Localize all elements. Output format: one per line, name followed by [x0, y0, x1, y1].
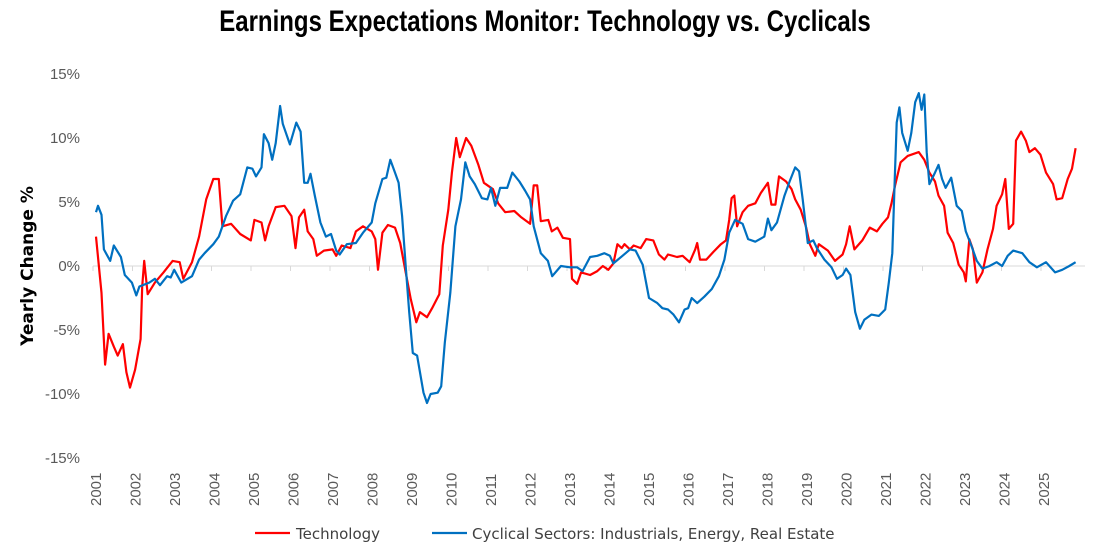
x-tick-label: 2005 — [246, 473, 263, 506]
x-tick-label: 2017 — [720, 473, 737, 506]
x-tick-label: 2001 — [88, 473, 105, 506]
x-tick-label: 2013 — [562, 473, 579, 506]
x-tick-label: 2021 — [878, 473, 895, 506]
series-line-technology — [94, 130, 1077, 389]
legend: Technology Cyclical Sectors: Industrials… — [255, 525, 835, 543]
x-tick-label: 2022 — [918, 473, 935, 506]
legend-label-technology: Technology — [295, 525, 380, 543]
x-axis-ticks: 2001 2002 2003 2004 2005 2006 2007 2008 2009 2010… — [88, 266, 1053, 506]
x-tick-label: 2011 — [483, 474, 500, 506]
y-tick-label: 10% — [50, 130, 80, 147]
y-tick-label: 15% — [50, 66, 80, 83]
x-tick-label: 2020 — [839, 473, 856, 506]
chart-title: Earnings Expectations Monitor: Technolog… — [219, 3, 870, 37]
x-tick-label: 2024 — [997, 473, 1014, 506]
x-tick-label: 2004 — [207, 473, 224, 506]
x-tick-label: 2007 — [325, 473, 342, 506]
x-tick-label: 2003 — [167, 473, 184, 506]
y-tick-label: -5% — [53, 322, 80, 339]
legend-label-cyclicals: Cyclical Sectors: Industrials, Energy, R… — [472, 525, 835, 543]
x-tick-label: 2009 — [404, 473, 421, 506]
x-tick-label: 2002 — [128, 473, 145, 506]
y-tick-label: -10% — [45, 386, 80, 403]
x-tick-label: 2008 — [365, 473, 382, 506]
y-tick-label: 5% — [58, 194, 80, 211]
x-tick-label: 2014 — [602, 473, 619, 506]
x-tick-label: 2025 — [1036, 473, 1053, 506]
x-tick-label: 2012 — [523, 473, 540, 506]
x-tick-label: 2006 — [286, 473, 303, 506]
series-lines — [94, 92, 1077, 405]
y-tick-label: 0% — [58, 258, 80, 275]
y-axis-ticks: 15% 10% 5% 0% -5% -10% -15% — [45, 66, 80, 467]
y-tick-label: -15% — [45, 450, 80, 467]
x-tick-label: 2015 — [641, 473, 658, 506]
x-tick-label: 2010 — [444, 473, 461, 506]
x-tick-label: 2016 — [681, 473, 698, 506]
x-tick-label: 2019 — [799, 473, 816, 506]
x-tick-label: 2023 — [957, 473, 974, 506]
x-tick-label: 2018 — [760, 473, 777, 506]
y-axis-label: Yearly Change % — [18, 186, 38, 347]
series-line-cyclicals — [94, 92, 1077, 405]
